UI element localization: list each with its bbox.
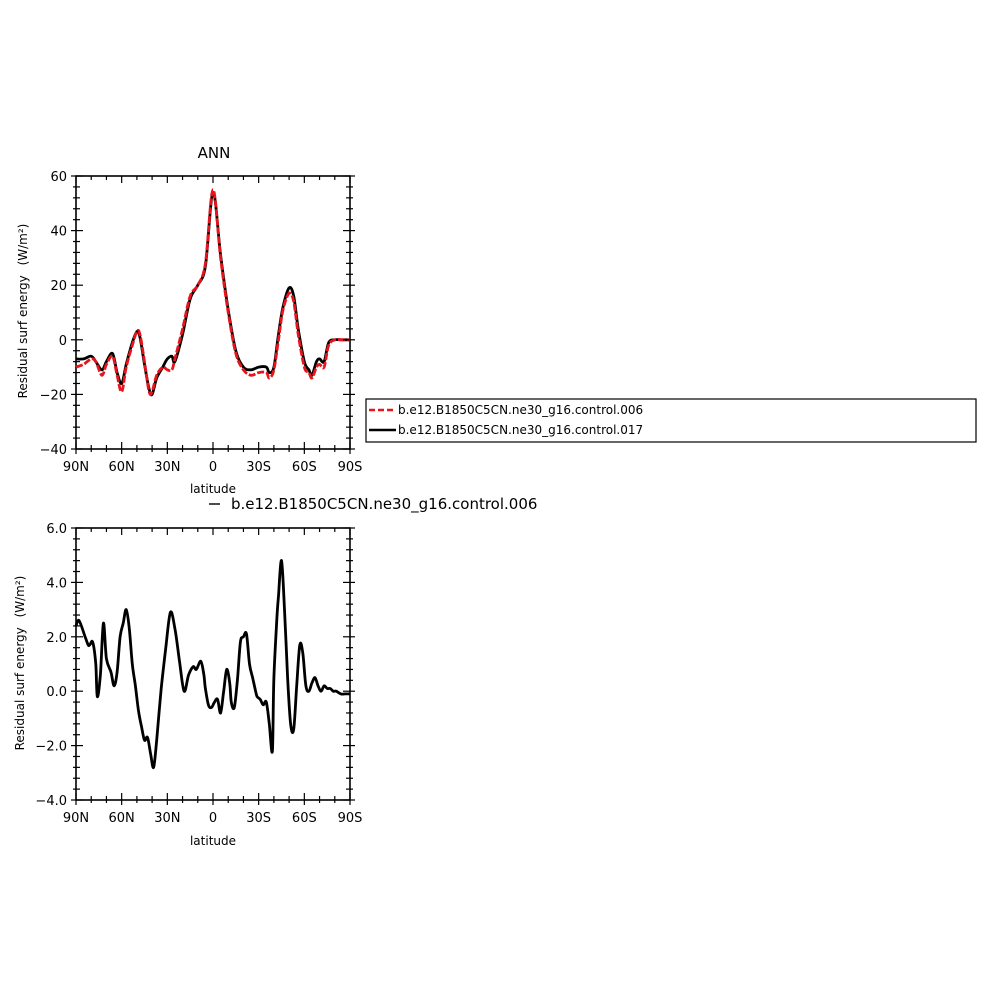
x-tick-label: 60S [292, 460, 317, 475]
x-axis-title-bottom: latitude [190, 834, 236, 848]
x-tick-label: 90S [338, 460, 363, 475]
x-tick-label: 0 [209, 460, 217, 475]
x-tick-label: 30N [154, 460, 180, 475]
y-tick-label: 20 [50, 279, 67, 294]
x-tick-label: 60N [109, 811, 135, 826]
legend-label-017: b.e12.B1850C5CN.ne30_g16.control.017 [398, 423, 643, 437]
chart-title: ANN [198, 144, 231, 162]
y-tick-label: 40 [50, 225, 67, 240]
x-tick-label: 90N [63, 811, 89, 826]
legend-label-006: b.e12.B1850C5CN.ne30_g16.control.006 [398, 403, 643, 417]
y-axis-title-text: Residual surf energy [16, 275, 30, 398]
bottom-title: b.e12.B1850C5CN.ne30_g16.control.006 [231, 495, 537, 514]
x-tick-label: 0 [209, 811, 217, 826]
plot-frame [75, 175, 351, 450]
y-tick-label: 2.0 [46, 631, 67, 646]
top-panel: ANN −40 −20 0 20 40 60 90N 60N 30N 0 30S 60S 90S la… [16, 144, 362, 496]
legend: b.e12.B1850C5CN.ne30_g16.control.006 b.e… [365, 398, 977, 443]
y-tick-label: 4.0 [46, 576, 67, 591]
y-tick-label: −40 [40, 443, 67, 458]
y-tick-label: 0.0 [46, 685, 67, 700]
x-tick-label: 90N [63, 460, 89, 475]
bottom-panel: b.e12.B1850C5CN.ne30_g16.control.006 −4.… [13, 495, 537, 848]
y-tick-label: 6.0 [46, 522, 67, 537]
y-axis-title-bottom: Residual surf energy (W/m²) [13, 576, 27, 751]
y-axis-title: Residual surf energy (W/m²) [16, 224, 30, 399]
x-tick-label: 90S [338, 811, 363, 826]
y-axis-unit: (W/m²) [16, 224, 30, 266]
y-tick-label: −2.0 [35, 740, 67, 755]
x-tick-label: 30N [154, 811, 180, 826]
legend-box [365, 398, 977, 443]
x-tick-label: 30S [246, 811, 271, 826]
y-tick-label: −4.0 [35, 794, 67, 809]
y-axis-unit-bottom: (W/m²) [13, 576, 27, 618]
y-tick-label: −20 [40, 388, 67, 403]
svg-text:Residual surf energy (: Residual surf energy (W/m²) [13, 576, 27, 751]
y-tick-label: 60 [50, 170, 67, 185]
x-tick-label: 30S [246, 460, 271, 475]
y-axis-title-text-bottom: Residual surf energy [13, 627, 27, 750]
x-axis-title: latitude [190, 482, 236, 496]
series-line-017 [75, 190, 350, 397]
x-tick-label: 60S [292, 811, 317, 826]
y-tick-label: 0 [59, 334, 67, 349]
svg-text:Residual surf energy (: Residual surf energy (W/m²) [16, 224, 30, 399]
series-line-006 [75, 188, 350, 397]
x-tick-label: 60N [109, 460, 135, 475]
series-line-006 [74, 559, 350, 770]
